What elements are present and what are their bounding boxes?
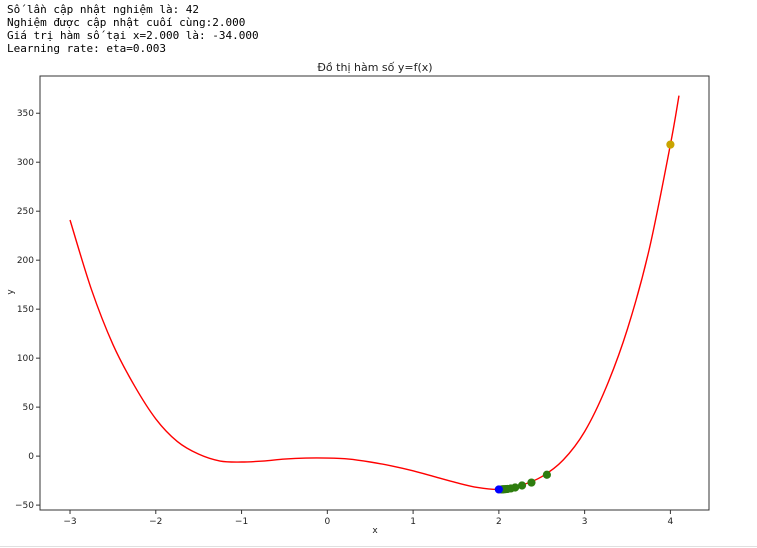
y-tick-label: 0 <box>28 452 34 462</box>
x-tick-label: 2 <box>496 517 502 527</box>
data-point-iterations <box>542 470 551 479</box>
chart-title: Đồ thị hàm số y=f(x) <box>317 61 432 74</box>
y-tick-label: 200 <box>17 256 34 266</box>
function-curve <box>69 95 680 491</box>
x-tick-label: 3 <box>582 517 588 527</box>
y-tick-label: −50 <box>15 501 34 511</box>
y-tick-label: 350 <box>17 109 34 119</box>
data-point-start <box>666 140 675 149</box>
output-line-function-value: Giá trị hàm số tại x=2.000 là: -34.000 <box>7 29 259 42</box>
x-tick-label: −1 <box>235 517 248 527</box>
output-line-final-root: Nghiệm được cập nhật cuối cùng:2.000 <box>7 16 246 29</box>
x-axis-label: x <box>372 526 378 536</box>
data-point-iterations <box>517 481 527 490</box>
x-tick-label: 1 <box>410 517 416 527</box>
x-tick-label: 4 <box>668 517 674 527</box>
output-text: Số lần cập nhật nghiệm là: 42 Nghiệm đượ… <box>7 3 259 55</box>
y-tick-label: 250 <box>17 207 34 217</box>
x-tick-label: −3 <box>63 517 76 527</box>
x-tick-label: 0 <box>324 517 330 527</box>
data-point-final <box>494 485 503 494</box>
data-point-iterations <box>527 478 536 487</box>
y-tick-label: 50 <box>23 403 35 413</box>
y-tick-label: 300 <box>17 158 34 168</box>
y-tick-label: 100 <box>17 354 34 364</box>
y-tick-label: 150 <box>17 305 34 315</box>
plot-frame <box>39 75 710 511</box>
output-line-learning-rate: Learning rate: eta=0.003 <box>7 42 166 55</box>
divider <box>0 546 757 547</box>
x-tick-label: −2 <box>149 517 162 527</box>
y-axis-label: y <box>6 289 16 295</box>
output-line-iterations: Số lần cập nhật nghiệm là: 42 <box>7 3 200 16</box>
